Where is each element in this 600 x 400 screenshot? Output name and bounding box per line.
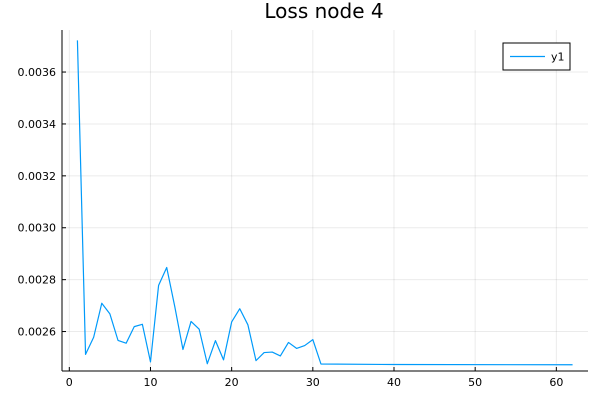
chart-title: Loss node 4 (264, 0, 383, 23)
y-tick-label: 0.0034 (18, 118, 57, 131)
legend: y1 (502, 42, 571, 71)
x-tick-label: 0 (66, 376, 73, 389)
ticks-layer: 0 10 20 30 40 50 60 0.0026 0.0028 0.0030 0.0032 0.0… (18, 66, 564, 389)
x-tick-label: 60 (549, 376, 563, 389)
y-tick-label: 0.0030 (18, 222, 57, 235)
legend-label-y1: y1 (551, 51, 565, 64)
series-line-y1 (76, 40, 573, 366)
y-tick-label: 0.0026 (18, 326, 57, 339)
axes-layer (61, 30, 588, 372)
y-tick-label: 0.0028 (18, 274, 57, 287)
series-layer (76, 40, 573, 366)
x-tick-label: 50 (468, 376, 482, 389)
x-tick-label: 10 (143, 376, 157, 389)
x-tick-label: 40 (387, 376, 401, 389)
grid-layer (62, 30, 588, 371)
x-tick-label: 30 (306, 376, 320, 389)
x-tick-label: 20 (225, 376, 239, 389)
y-tick-label: 0.0032 (18, 170, 57, 183)
y-tick-label: 0.0036 (18, 66, 57, 79)
